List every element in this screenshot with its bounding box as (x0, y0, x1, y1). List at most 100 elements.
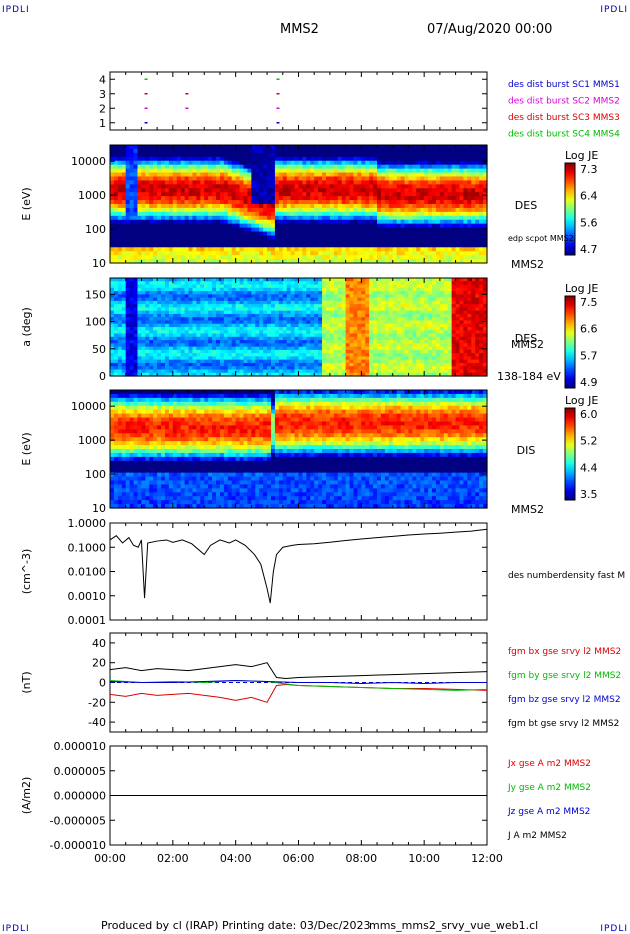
b-series-line (109, 683, 488, 703)
density-series-line (109, 528, 488, 604)
burst-y-tick-label: 3 (99, 88, 106, 101)
corner-mark-bottom-left: IPDLI (2, 924, 30, 934)
instrument-label: DES (515, 332, 537, 345)
y-tick-label: 100 (85, 223, 106, 236)
y-tick-label: 0.1000 (68, 541, 107, 554)
y-tick-label: 40 (92, 637, 106, 650)
burst-legend-entry: des dist burst SC2 MMS2 (508, 97, 620, 107)
y-axis-label-current-density: (A/m2) (20, 777, 33, 815)
spacecraft-label: MMS2 (511, 503, 544, 516)
colorbar-des-pitch-angle-label: Log JE (565, 282, 598, 295)
burst-legend-entry: des dist burst SC3 MMS3 (508, 113, 620, 123)
overlay-label: edp scpot MMS2 (508, 234, 574, 243)
colorbar-dis-energy (564, 407, 576, 501)
spacecraft-title: MMS2 (280, 22, 319, 37)
colorbar-dis-energy-tick: 4.4 (580, 461, 598, 474)
y-tick-label: 1000 (78, 434, 106, 447)
y-axis-label-magnetic-field: (nT) (20, 671, 33, 693)
burst-panel-frame (109, 71, 488, 131)
y-axis-label-density: (cm^-3) (20, 549, 33, 595)
y-tick-label: 20 (92, 657, 106, 670)
y-tick-label: 0.0001 (68, 614, 107, 627)
y-tick-label: 10 (92, 502, 106, 515)
footer-file: mms_mms2_srvy_vue_web1.cl (369, 919, 539, 932)
colorbar-des-energy (564, 162, 576, 256)
colorbar-des-pitch-angle-tick: 7.5 (580, 296, 598, 309)
energy-range-label: 138-184 eV (497, 370, 561, 383)
y-tick-label: 0.000000 (54, 790, 107, 803)
colorbar-des-energy-tick: 6.4 (580, 190, 598, 203)
colorbar-des-pitch-angle (564, 295, 576, 389)
panel-frame-density (109, 522, 488, 621)
y-tick-label: 10 (92, 257, 106, 270)
y-axis-label-dis-energy: E (eV) (20, 432, 33, 465)
b-legend-entry: fgm bt gse srvy l2 MMS2 (508, 719, 619, 729)
colorbar-des-pitch-angle-tick: 5.7 (580, 349, 598, 362)
y-tick-label: 10000 (71, 155, 106, 168)
b-legend-entry: fgm bz gse srvy l2 MMS2 (508, 695, 621, 705)
b-legend-entry: fgm bx gse srvy l2 MMS2 (508, 647, 621, 657)
y-tick-label: 1000 (78, 189, 106, 202)
colorbar-des-energy-tick: 5.6 (580, 216, 598, 229)
corner-mark-top-left: IPDLI (2, 5, 30, 15)
colorbar-des-energy-tick: 4.7 (580, 243, 598, 256)
y-tick-label: -20 (88, 696, 106, 709)
y-axis-label-des-energy: E (eV) (20, 187, 33, 220)
date-title: 07/Aug/2020 00:00 (427, 22, 553, 37)
y-tick-label: 1.0000 (68, 517, 107, 530)
footer-produced-by: Produced by cl (IRAP) (101, 919, 219, 932)
burst-y-tick-label: 2 (99, 102, 106, 115)
y-tick-label: 0.0100 (68, 566, 107, 579)
colorbar-des-energy-tick: 7.3 (580, 163, 598, 176)
instrument-label: DIS (517, 444, 536, 457)
y-tick-label: 50 (92, 343, 106, 356)
b-legend-entry: fgm by gse srvy l2 MMS2 (508, 671, 621, 681)
corner-mark-top-right: IPDLI (600, 5, 628, 15)
time-tick-label: 10:00 (408, 852, 440, 865)
y-tick-label: 0.000005 (54, 765, 107, 778)
footer-printing-date: Printing date: 03/Dec/2023 (222, 919, 371, 932)
colorbar-dis-energy-label: Log JE (565, 394, 598, 407)
y-tick-label: 0 (99, 677, 106, 690)
y-axis-label-des-pitch-angle: a (deg) (20, 307, 33, 347)
y-tick-label: 100 (85, 316, 106, 329)
density-legend: des numberdensity fast M (508, 571, 625, 581)
burst-legend-entry: des dist burst SC1 MMS1 (508, 80, 620, 90)
b-series-line (109, 680, 487, 684)
b-series-line (109, 662, 488, 680)
colorbar-des-energy-label: Log JE (565, 149, 598, 162)
time-tick-label: 08:00 (345, 852, 377, 865)
y-tick-label: -0.000010 (50, 839, 106, 852)
time-tick-label: 06:00 (283, 852, 315, 865)
y-tick-label: 0 (99, 370, 106, 383)
j-legend-entry: Jz gse A m2 MMS2 (507, 807, 590, 817)
colorbar-des-pitch-angle-tick: 4.9 (580, 376, 598, 389)
spectrogram-des-energy (110, 145, 488, 264)
burst-y-tick-label: 4 (99, 73, 106, 86)
spectrogram-dis-energy (110, 390, 488, 509)
time-tick-label: 00:00 (94, 852, 126, 865)
colorbar-dis-energy-tick: 5.2 (580, 435, 598, 448)
spectrogram-des-pitch-angle (110, 278, 488, 377)
y-tick-label: 100 (85, 468, 106, 481)
burst-y-tick-label: 1 (99, 117, 106, 130)
time-tick-label: 04:00 (220, 852, 252, 865)
colorbar-dis-energy-tick: 6.0 (580, 408, 598, 421)
instrument-label: DES (515, 199, 537, 212)
y-tick-label: 0.0010 (68, 590, 107, 603)
y-tick-label: 0.000010 (54, 740, 107, 753)
y-tick-label: -40 (88, 716, 106, 729)
spacecraft-label: MMS2 (511, 338, 544, 351)
j-legend-entry: J A m2 MMS2 (507, 831, 567, 841)
colorbar-des-pitch-angle-tick: 6.6 (580, 323, 598, 336)
y-tick-label: -0.000005 (50, 814, 106, 827)
time-tick-label: 02:00 (157, 852, 189, 865)
b-series-line (109, 680, 488, 691)
corner-mark-bottom-right: IPDLI (600, 924, 628, 934)
spacecraft-label: MMS2 (511, 258, 544, 271)
time-tick-label: 12:00 (471, 852, 503, 865)
j-legend-entry: Jx gse A m2 MMS2 (507, 759, 591, 769)
j-legend-entry: Jy gse A m2 MMS2 (507, 783, 591, 793)
y-tick-label: 150 (85, 288, 106, 301)
